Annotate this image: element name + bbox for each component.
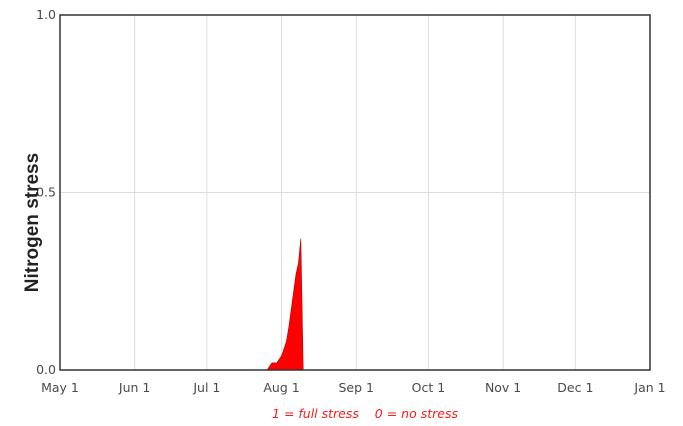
- x-tick-label-2: Jul 1: [192, 380, 220, 395]
- y-tick-labels: 0.0 0.5 1.0: [36, 7, 56, 377]
- grid-layer: [59, 14, 651, 371]
- x-tick-label-5: Oct 1: [412, 380, 446, 395]
- y-tick-label-0: 0.0: [36, 362, 56, 377]
- x-tick-label-6: Nov 1: [485, 380, 521, 395]
- y-axis-label: Nitrogen stress: [22, 153, 43, 292]
- x-tick-label-1: Jun 1: [118, 380, 150, 395]
- y-tick-label-2: 1.0: [36, 7, 56, 22]
- x-tick-label-7: Dec 1: [557, 380, 593, 395]
- x-tick-label-4: Sep 1: [338, 380, 374, 395]
- stress-area-series-0: [266, 238, 304, 371]
- area-layer: [266, 238, 304, 371]
- y-tick-label-1: 0.5: [36, 185, 56, 200]
- plot-frame: [59, 14, 651, 371]
- x-tick-label-0: May 1: [41, 380, 79, 395]
- x-tick-label-8: Jan 1: [633, 380, 665, 395]
- x-tick-label-3: Aug 1: [263, 380, 299, 395]
- x-tick-labels: May 1 Jun 1 Jul 1 Aug 1 Sep 1 Oct 1 Nov 1 Dec 1…: [41, 380, 665, 395]
- stress-scale-annotation: 1 = full stress 0 = no stress: [272, 406, 458, 421]
